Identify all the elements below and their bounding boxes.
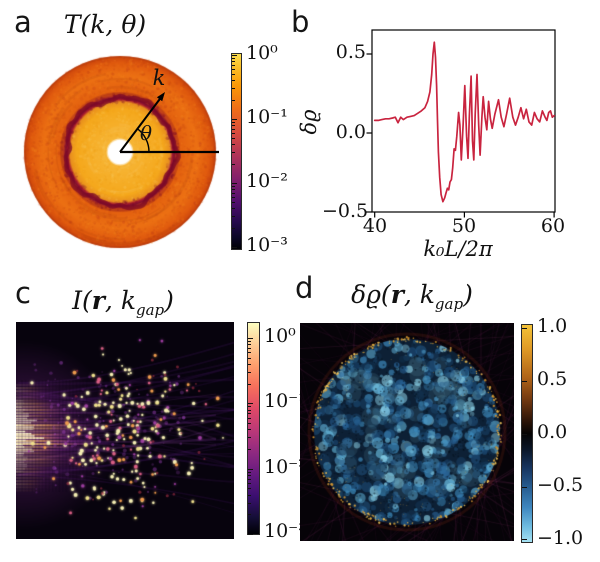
panel-b-ytick-0: 0.5 (335, 41, 366, 63)
panel-d-letter: d (295, 271, 314, 305)
colorbar-d (521, 324, 533, 543)
panel-c-title: I(r, kgap) (72, 286, 174, 319)
panel-b-letter: b (291, 5, 310, 39)
panel-d-ldos-image (300, 323, 514, 541)
colorbar-d-tick-4: −1.0 (537, 527, 584, 549)
panel-c-letter: c (15, 276, 31, 310)
panel-b-xtick-0: 40 (362, 215, 388, 237)
panel-d-title: δϱ(r, kgap) (351, 280, 473, 313)
panel-b-ylabel: δϱ (297, 109, 321, 135)
panel-b-xtick-2: 60 (540, 215, 566, 237)
colorbar-d-tick-2: 0.0 (537, 421, 568, 443)
delta-rho-curve (373, 41, 555, 203)
colorbar-a-tick-3: 10⁻³ (246, 234, 288, 256)
theta-label: θ (140, 121, 152, 145)
colorbar-c-tick-3: 10⁻³ (264, 520, 306, 542)
panel-b-xlabel: k₀L/2π (423, 237, 493, 261)
panel-a-title: T(k, θ) (63, 10, 147, 39)
colorbar-d-tick-3: −0.5 (537, 474, 584, 496)
colorbar-a (231, 53, 242, 250)
colorbar-a-tick-2: 10⁻² (246, 170, 288, 192)
panel-b-ytick-1: 0.0 (335, 121, 366, 143)
theta-arc (137, 128, 150, 153)
colorbar-c-tick-1: 10⁻¹ (264, 390, 306, 412)
panel-b-line-chart (366, 29, 556, 218)
k-arrow-head (156, 92, 165, 102)
panel-a-letter: a (14, 5, 32, 39)
k-label: k (153, 66, 166, 90)
colorbar-c-tick-2: 10⁻² (264, 456, 306, 478)
k-arrow-line (119, 97, 162, 153)
colorbar-d-tick-1: 0.5 (537, 368, 568, 390)
colorbar-a-tick-1: 10⁻¹ (246, 106, 288, 128)
panel-b-xtick-1: 50 (451, 215, 477, 237)
colorbar-d-tick-0: 1.0 (537, 315, 568, 337)
panel-a-annotations: k θ (119, 66, 219, 154)
colorbar-a-tick-0: 10⁰ (246, 42, 278, 64)
panel-c-intensity-image (16, 322, 234, 539)
colorbar-c (247, 322, 260, 535)
colorbar-c-tick-0: 10⁰ (264, 325, 296, 347)
panel-b-ytick-2: −0.5 (322, 200, 369, 222)
